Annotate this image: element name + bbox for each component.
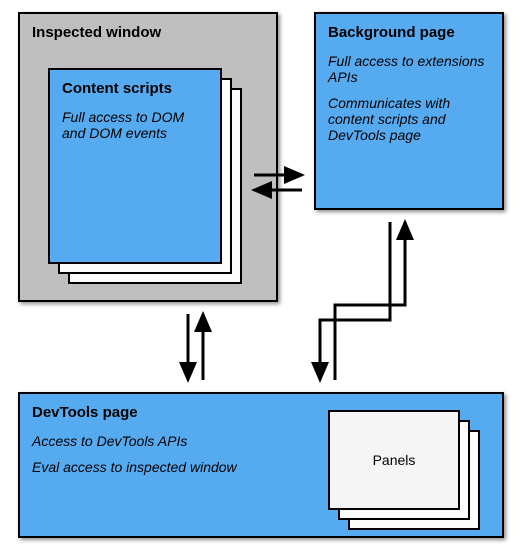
inspected-window-title: Inspected window: [32, 24, 264, 41]
diagram-canvas: Inspected window Content scripts Full ac…: [0, 0, 522, 556]
node-content-scripts: Content scripts Full access to DOM and D…: [48, 68, 222, 264]
edge-inspected-devtools: [188, 314, 203, 380]
background-page-desc2: Communicates with content scripts and De…: [328, 95, 490, 143]
content-scripts-desc: Full access to DOM and DOM events: [62, 109, 208, 141]
edge-background-devtools: [320, 222, 405, 380]
background-page-desc1: Full access to extensions APIs: [328, 53, 490, 85]
panels-label: Panels: [373, 452, 416, 468]
node-background-page: Background page Full access to extension…: [314, 12, 504, 210]
background-page-title: Background page: [328, 24, 490, 41]
content-scripts-title: Content scripts: [62, 80, 208, 97]
node-panels: Panels: [328, 410, 460, 510]
